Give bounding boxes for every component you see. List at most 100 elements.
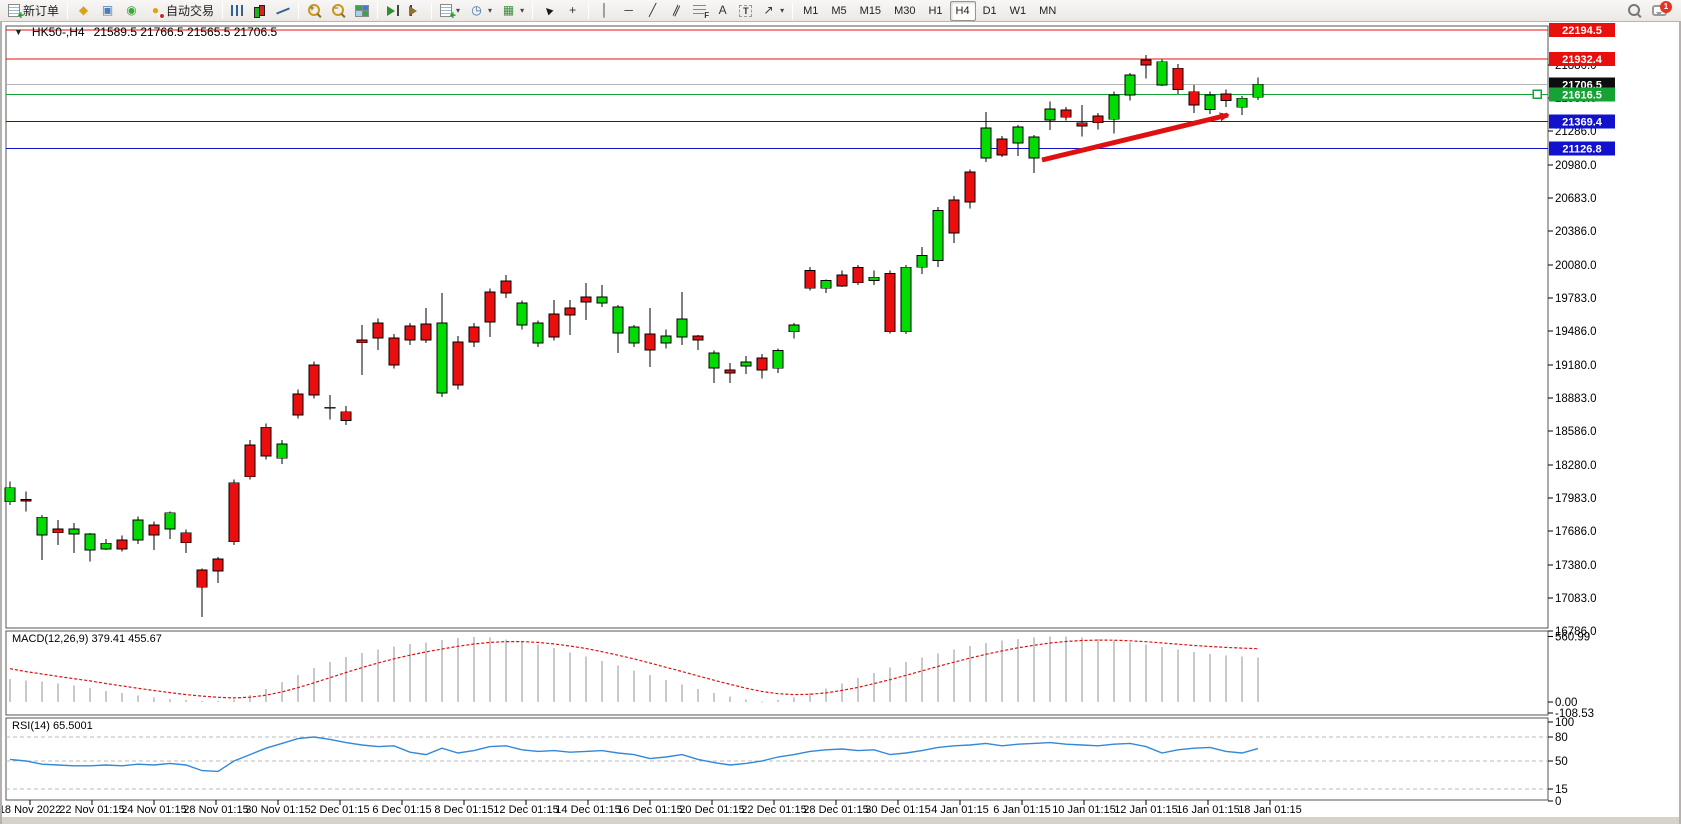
cursor-icon: ▲ bbox=[539, 0, 558, 20]
macd-panel[interactable] bbox=[5, 630, 1549, 716]
chat-icon[interactable]: 1 bbox=[1652, 1, 1672, 16]
main-chart-panel[interactable] bbox=[5, 25, 1549, 629]
timeframe-m5-button[interactable]: M5 bbox=[831, 4, 847, 17]
timeframe-mn-button[interactable]: MN bbox=[1039, 4, 1057, 17]
rsi-axis-label: 50 bbox=[1555, 756, 1568, 768]
time-axis-label: 8 Dec 01:15 bbox=[434, 804, 493, 816]
resistance-line-1-badge[interactable]: 22194.5 bbox=[1549, 23, 1615, 38]
tile-windows-button[interactable] bbox=[351, 1, 373, 21]
candle bbox=[820, 279, 832, 293]
new-order-button[interactable]: + 新订单 bbox=[4, 1, 63, 22]
timeframe-m30-button[interactable]: M30 bbox=[894, 4, 916, 17]
templates-button[interactable]: ▦ ▾ bbox=[497, 1, 528, 21]
support-line-1-badge[interactable]: 21369.4 bbox=[1549, 114, 1615, 129]
order-line-handle[interactable] bbox=[1532, 89, 1542, 100]
candle bbox=[1060, 107, 1072, 121]
candle bbox=[724, 363, 736, 383]
rsi-panel[interactable] bbox=[5, 717, 1549, 801]
timeframe-h4-button[interactable]: H4 bbox=[949, 0, 976, 21]
text-button[interactable]: A bbox=[711, 1, 734, 21]
chart-title: ▼ HK50-,H4 21589.5 21766.5 21565.5 21706… bbox=[14, 25, 277, 39]
price-axis-label: 18280.0 bbox=[1555, 460, 1597, 472]
strategy-tester-button[interactable]: ◉ bbox=[120, 1, 143, 21]
candle bbox=[596, 285, 608, 307]
candle bbox=[788, 322, 800, 339]
candle bbox=[676, 292, 688, 345]
candle bbox=[1044, 101, 1056, 130]
candle bbox=[164, 511, 176, 539]
order-line-badge[interactable]: 21616.5 bbox=[1532, 87, 1615, 102]
search-icon[interactable] bbox=[1627, 3, 1642, 18]
support-line-2-badge[interactable]: 21126.8 bbox=[1549, 141, 1615, 156]
toolbar-separator bbox=[377, 2, 379, 19]
price-axis-label: 19486.0 bbox=[1555, 326, 1597, 338]
cursor-button[interactable]: ▲ bbox=[537, 1, 560, 21]
candle bbox=[852, 265, 864, 285]
candle bbox=[804, 267, 816, 291]
fibonacci-button[interactable]: F bbox=[689, 1, 710, 21]
candle bbox=[436, 293, 448, 397]
candle bbox=[116, 535, 128, 552]
chart-window[interactable]: 21880.021583.021286.020980.020683.020386… bbox=[0, 22, 1681, 824]
macd-axis-label: 560.99 bbox=[1555, 631, 1590, 643]
price-axis-label: 20386.0 bbox=[1555, 226, 1597, 238]
candle bbox=[484, 288, 496, 337]
text-label-button[interactable]: T bbox=[735, 1, 756, 21]
line-chart-icon bbox=[276, 5, 290, 17]
timeframe-m15-button[interactable]: M15 bbox=[859, 4, 882, 17]
trend-arrow-annotation[interactable] bbox=[1041, 112, 1230, 163]
arrows-button[interactable]: ↗ ▾ bbox=[757, 1, 788, 21]
market-watch-button[interactable]: ◆ bbox=[72, 1, 95, 21]
price-axis-label: 19783.0 bbox=[1555, 293, 1597, 305]
candlestick-chart-button[interactable] bbox=[249, 1, 271, 21]
vertical-line-button[interactable]: │ bbox=[593, 1, 616, 21]
trendline-button[interactable]: ╱ bbox=[641, 1, 664, 21]
zoom-in-button[interactable]: + bbox=[303, 1, 326, 21]
chevron-down-icon: ▾ bbox=[780, 6, 785, 15]
candle bbox=[68, 522, 80, 553]
candle bbox=[276, 440, 288, 464]
timeframe-h1-button[interactable]: H1 bbox=[928, 4, 943, 17]
toolbar-separator bbox=[222, 2, 224, 19]
candle bbox=[468, 322, 480, 348]
horizontal-line-button[interactable]: ─ bbox=[617, 1, 640, 21]
candle bbox=[1172, 63, 1184, 94]
zoom-out-button[interactable]: − bbox=[327, 1, 350, 21]
candle bbox=[884, 270, 896, 334]
new-chart-button[interactable]: + ▾ bbox=[436, 1, 464, 22]
timeframe-m1-button[interactable]: M1 bbox=[803, 4, 819, 17]
svg-text:22194.5: 22194.5 bbox=[1562, 25, 1602, 37]
auto-scroll-button[interactable] bbox=[382, 1, 404, 21]
window-bottom-edge bbox=[2, 817, 1679, 824]
autotrading-button[interactable]: ● 自动交易 bbox=[144, 1, 218, 21]
bar-chart-button[interactable] bbox=[227, 1, 248, 21]
autotrading-icon: ● bbox=[148, 3, 166, 19]
chart-canvas[interactable]: 21880.021583.021286.020980.020683.020386… bbox=[2, 22, 1681, 824]
time-axis-label: 22 Nov 01:15 bbox=[59, 804, 124, 816]
line-chart-button[interactable] bbox=[272, 1, 294, 21]
candle bbox=[324, 395, 336, 420]
price-axis-label: 16786.0 bbox=[1555, 626, 1597, 638]
crosshair-button[interactable]: + bbox=[561, 1, 584, 21]
svg-text:21126.8: 21126.8 bbox=[1562, 144, 1601, 156]
template-icon: ▦ bbox=[502, 3, 515, 17]
periods-button[interactable]: ◷ ▾ bbox=[465, 1, 496, 21]
candle bbox=[916, 247, 928, 274]
macd-axis-label: 0.00 bbox=[1555, 697, 1577, 709]
terminal-button[interactable]: ▣ bbox=[96, 1, 119, 21]
candle bbox=[260, 423, 272, 460]
candle bbox=[308, 361, 320, 399]
timeframe-w1-button[interactable]: W1 bbox=[1009, 4, 1027, 17]
chart-menu-icon[interactable]: ▼ bbox=[14, 27, 23, 37]
resistance-line-2-badge[interactable]: 21932.4 bbox=[1549, 52, 1615, 67]
candle bbox=[660, 329, 672, 349]
time-axis-label: 30 Nov 01:15 bbox=[245, 804, 310, 816]
chart-ohlc-values: 21589.5 21766.5 21565.5 21706.5 bbox=[93, 25, 278, 39]
candle bbox=[628, 325, 640, 348]
timeframe-d1-button[interactable]: D1 bbox=[982, 4, 997, 17]
auto-scroll-icon bbox=[386, 5, 400, 16]
chart-shift-button[interactable] bbox=[405, 1, 427, 21]
equidistant-channel-button[interactable]: ∥ bbox=[665, 1, 688, 21]
rsi-axis-label: 80 bbox=[1555, 732, 1568, 744]
